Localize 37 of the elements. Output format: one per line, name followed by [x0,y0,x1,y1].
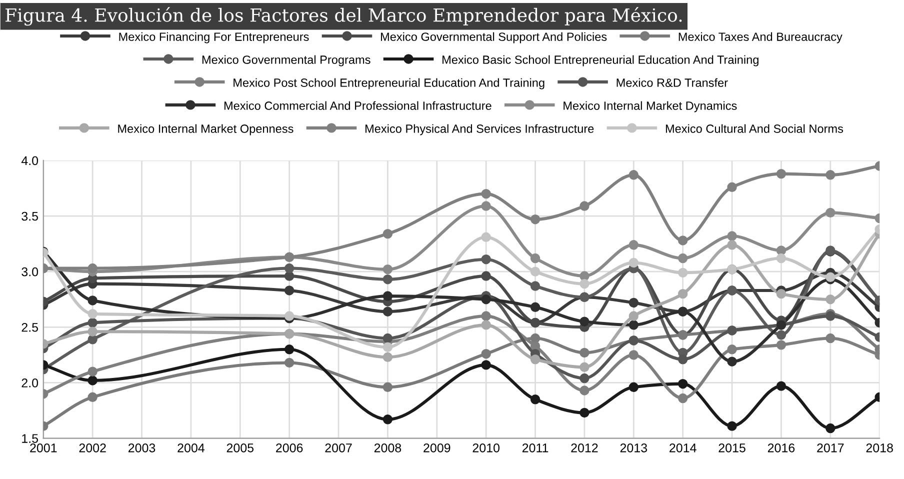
x-tick-label: 2014 [670,443,696,452]
legend-label: Mexico Taxes And Bureaucracy [678,32,842,44]
x-tick-label: 2015 [718,443,746,452]
legend-label: Mexico Post School Entrepreneurial Education And Training [234,78,544,90]
legend-label: Mexico Cultural And Social Norms [666,124,844,133]
x-tick-label: 2004 [178,443,204,452]
x-tick-label: 2010 [472,443,500,452]
legend-label: Mexico Basic School Entrepreneurial Education And Training [442,55,758,66]
legend-label: Mexico Governmental Support And Policies [381,32,607,44]
legend-label: Mexico Governmental Programs [202,55,370,66]
legend-label: Mexico Internal Market Openness [118,124,294,136]
legend-label: Mexico Physical And Services Infrastructure [366,124,594,136]
y-tick-label: 4.0 [21,156,38,166]
x-tick-label: 2009 [424,443,450,452]
legend-label: Mexico R&D Transfer [616,78,728,87]
x-tick-label: 2013 [620,443,648,452]
x-tick-label: 2011 [522,443,548,452]
legend-label: Mexico Internal Market Dynamics [564,101,737,112]
x-tick-label: 2017 [817,443,844,452]
x-tick-label: 2018 [866,443,893,452]
x-tick-label: 2003 [128,443,156,452]
x-tick-label: 2002 [79,443,106,452]
chart-title: Figura 4. Evolución de los Factores del Marco Emprendedor para México. [6,7,682,26]
legend-label: Mexico Commercial And Professional Infrastructure [224,101,492,110]
x-tick-label: 2005 [226,443,254,452]
x-tick-label: 2006 [276,443,303,452]
x-tick-label: 2007 [325,443,352,452]
x-tick-label: 2012 [571,443,598,452]
y-tick-label: 3.0 [22,267,38,276]
y-tick-label: 1.5 [22,434,38,443]
x-tick-label: 2008 [374,443,402,452]
y-tick-label: 2.0 [22,378,38,388]
x-tick-label: 2001 [30,443,57,452]
x-tick-label: 2016 [768,443,795,452]
legend-label: Mexico Financing For Entrepreneurs [119,32,309,44]
y-tick-label: 2.5 [22,322,38,332]
y-tick-label: 3.5 [22,212,38,221]
